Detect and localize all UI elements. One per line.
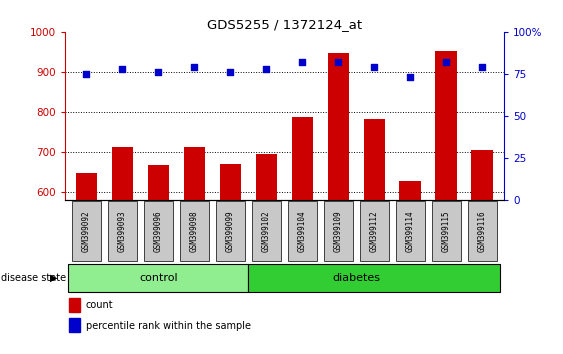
Bar [220,164,241,354]
Point [154,69,163,75]
Point [118,66,127,72]
Text: ▶: ▶ [50,273,57,283]
Text: GSM399109: GSM399109 [334,210,343,252]
Text: percentile rank within the sample: percentile rank within the sample [86,321,251,331]
FancyBboxPatch shape [216,201,245,261]
Text: GSM399096: GSM399096 [154,210,163,252]
FancyBboxPatch shape [108,201,137,261]
FancyBboxPatch shape [431,201,461,261]
Bar [292,117,313,354]
FancyBboxPatch shape [72,201,101,261]
FancyBboxPatch shape [360,201,389,261]
Bar [400,181,421,354]
Point [262,66,271,72]
FancyBboxPatch shape [68,263,248,292]
Point [82,71,91,77]
Point [406,74,415,80]
Text: GSM399093: GSM399093 [118,210,127,252]
FancyBboxPatch shape [396,201,425,261]
Text: count: count [86,300,114,310]
FancyBboxPatch shape [288,201,317,261]
Text: GSM399116: GSM399116 [478,210,487,252]
Bar [69,298,80,312]
Point [370,64,379,70]
Text: GSM399099: GSM399099 [226,210,235,252]
Bar [111,147,133,354]
FancyBboxPatch shape [144,201,173,261]
Point [298,59,307,65]
Point [478,64,487,70]
Point [190,64,199,70]
Point [442,59,451,65]
Text: GSM399104: GSM399104 [298,210,307,252]
Text: GSM399092: GSM399092 [82,210,91,252]
Bar [364,119,385,354]
Bar [436,51,457,354]
FancyBboxPatch shape [467,201,497,261]
Bar [256,154,277,354]
Text: control: control [139,273,178,283]
Bar [148,165,169,354]
Point [334,59,343,65]
Text: diabetes: diabetes [332,273,380,283]
FancyBboxPatch shape [180,201,209,261]
Bar [328,53,349,354]
FancyBboxPatch shape [248,263,501,292]
Text: GSM399112: GSM399112 [370,210,379,252]
Text: GSM399098: GSM399098 [190,210,199,252]
Text: GSM399114: GSM399114 [406,210,415,252]
Title: GDS5255 / 1372124_at: GDS5255 / 1372124_at [207,18,362,31]
Bar [69,318,80,332]
Text: GSM399115: GSM399115 [442,210,451,252]
FancyBboxPatch shape [252,201,281,261]
Text: GSM399102: GSM399102 [262,210,271,252]
FancyBboxPatch shape [324,201,353,261]
Bar [471,149,493,354]
Bar [75,173,97,354]
Text: disease state: disease state [1,273,66,283]
Bar [184,147,205,354]
Point [226,69,235,75]
